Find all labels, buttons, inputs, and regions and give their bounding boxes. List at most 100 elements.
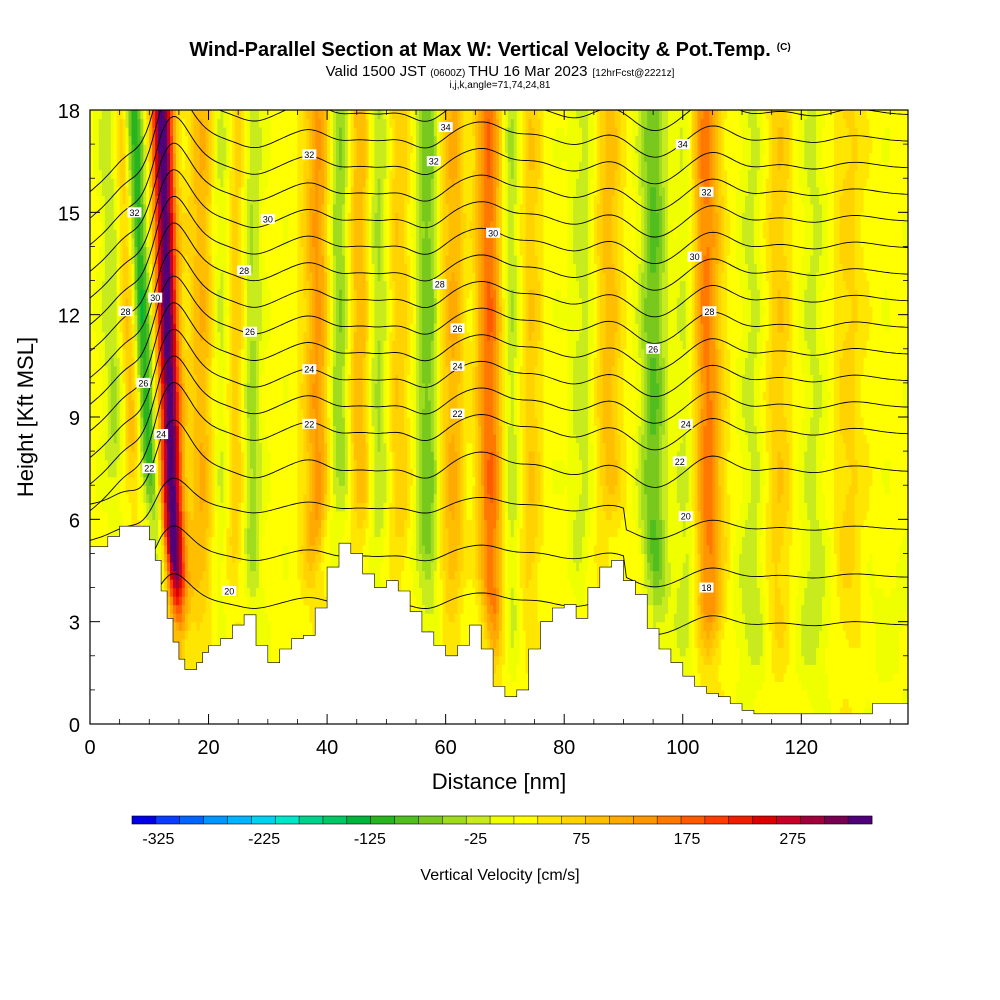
velocity-cell [205, 382, 210, 393]
velocity-cell [214, 246, 219, 256]
velocity-cell [137, 110, 141, 120]
velocity-cell [285, 391, 290, 401]
velocity-cell [208, 621, 213, 631]
velocity-cell [223, 263, 227, 273]
velocity-cell [261, 135, 266, 145]
velocity-cell [258, 485, 263, 495]
velocity-cell [158, 348, 162, 358]
velocity-cell [161, 340, 165, 350]
velocity-cell [253, 493, 257, 503]
velocity-cell [199, 425, 204, 435]
velocity-cell [149, 314, 153, 324]
velocity-cell [211, 118, 216, 128]
velocity-cell [255, 144, 260, 154]
velocity-cell [104, 203, 109, 213]
velocity-cell [255, 561, 260, 572]
velocity-cell [199, 229, 204, 239]
velocity-cell [143, 485, 147, 495]
velocity-cell [170, 613, 174, 623]
velocity-cell [202, 127, 207, 137]
velocity-cell [193, 442, 198, 452]
velocity-cell [167, 502, 171, 512]
velocity-cell [90, 144, 94, 154]
velocity-cell [291, 220, 296, 230]
velocity-cell [232, 399, 236, 410]
velocity-cell [140, 417, 144, 427]
velocity-cell [244, 365, 248, 375]
velocity-cell [119, 357, 124, 367]
velocity-cell [172, 195, 177, 205]
velocity-cell [113, 297, 118, 307]
velocity-cell [107, 417, 112, 427]
velocity-cell [226, 144, 230, 154]
velocity-cell [261, 553, 266, 563]
velocity-cell [250, 229, 254, 239]
velocity-cell [250, 442, 254, 452]
velocity-cell [128, 425, 133, 435]
velocity-cell [101, 186, 106, 196]
velocity-cell [285, 485, 290, 495]
velocity-cell [187, 365, 192, 375]
velocity-cell [170, 186, 174, 196]
velocity-cell [202, 408, 207, 418]
velocity-cell [184, 263, 189, 273]
velocity-cell [134, 127, 139, 137]
velocity-cell [143, 417, 147, 427]
velocity-cell [235, 579, 239, 589]
velocity-cell [104, 340, 109, 350]
velocity-cell [208, 493, 213, 503]
velocity-cell [128, 374, 133, 384]
velocity-cell [244, 135, 248, 145]
velocity-cell [217, 178, 221, 188]
velocity-cell [116, 246, 121, 256]
velocity-cell [291, 203, 296, 213]
velocity-cell [241, 561, 245, 572]
velocity-cell [205, 476, 210, 486]
velocity-cell [211, 357, 216, 367]
velocity-cell [113, 127, 118, 137]
velocity-cell [264, 135, 269, 145]
velocity-cell [187, 323, 192, 333]
velocity-cell [226, 451, 230, 461]
velocity-cell [149, 417, 153, 427]
velocity-cell [140, 152, 144, 162]
velocity-cell [258, 280, 263, 290]
velocity-cell [276, 630, 281, 640]
velocity-cell [247, 237, 251, 248]
velocity-cell [187, 476, 192, 486]
velocity-cell [161, 323, 165, 333]
velocity-cell [291, 195, 296, 205]
velocity-cell [116, 144, 121, 154]
velocity-cell [104, 417, 109, 427]
velocity-cell [125, 135, 130, 145]
velocity-cell [285, 314, 290, 324]
velocity-cell [267, 161, 272, 171]
velocity-cell [175, 570, 180, 580]
velocity-cell [235, 510, 239, 520]
velocity-cell [282, 596, 287, 606]
velocity-cell [95, 434, 100, 444]
velocity-cell [161, 544, 165, 555]
velocity-cell [107, 144, 112, 154]
velocity-cell [92, 399, 97, 410]
velocity-cell [146, 297, 150, 307]
velocity-cell [178, 502, 183, 512]
velocity-cell [220, 152, 224, 162]
velocity-cell [107, 527, 112, 537]
velocity-cell [181, 630, 186, 640]
velocity-cell [190, 135, 195, 145]
velocity-cell [208, 135, 213, 145]
velocity-cell [199, 135, 204, 145]
velocity-cell [264, 195, 269, 205]
velocity-cell [161, 527, 165, 537]
velocity-cell [285, 348, 290, 358]
velocity-cell [288, 604, 293, 614]
velocity-cell [282, 297, 287, 307]
velocity-cell [164, 127, 168, 137]
velocity-cell [172, 237, 177, 248]
velocity-cell [253, 544, 257, 555]
velocity-cell [158, 220, 162, 230]
velocity-cell [205, 536, 210, 546]
velocity-cell [152, 152, 156, 162]
velocity-cell [282, 391, 287, 401]
